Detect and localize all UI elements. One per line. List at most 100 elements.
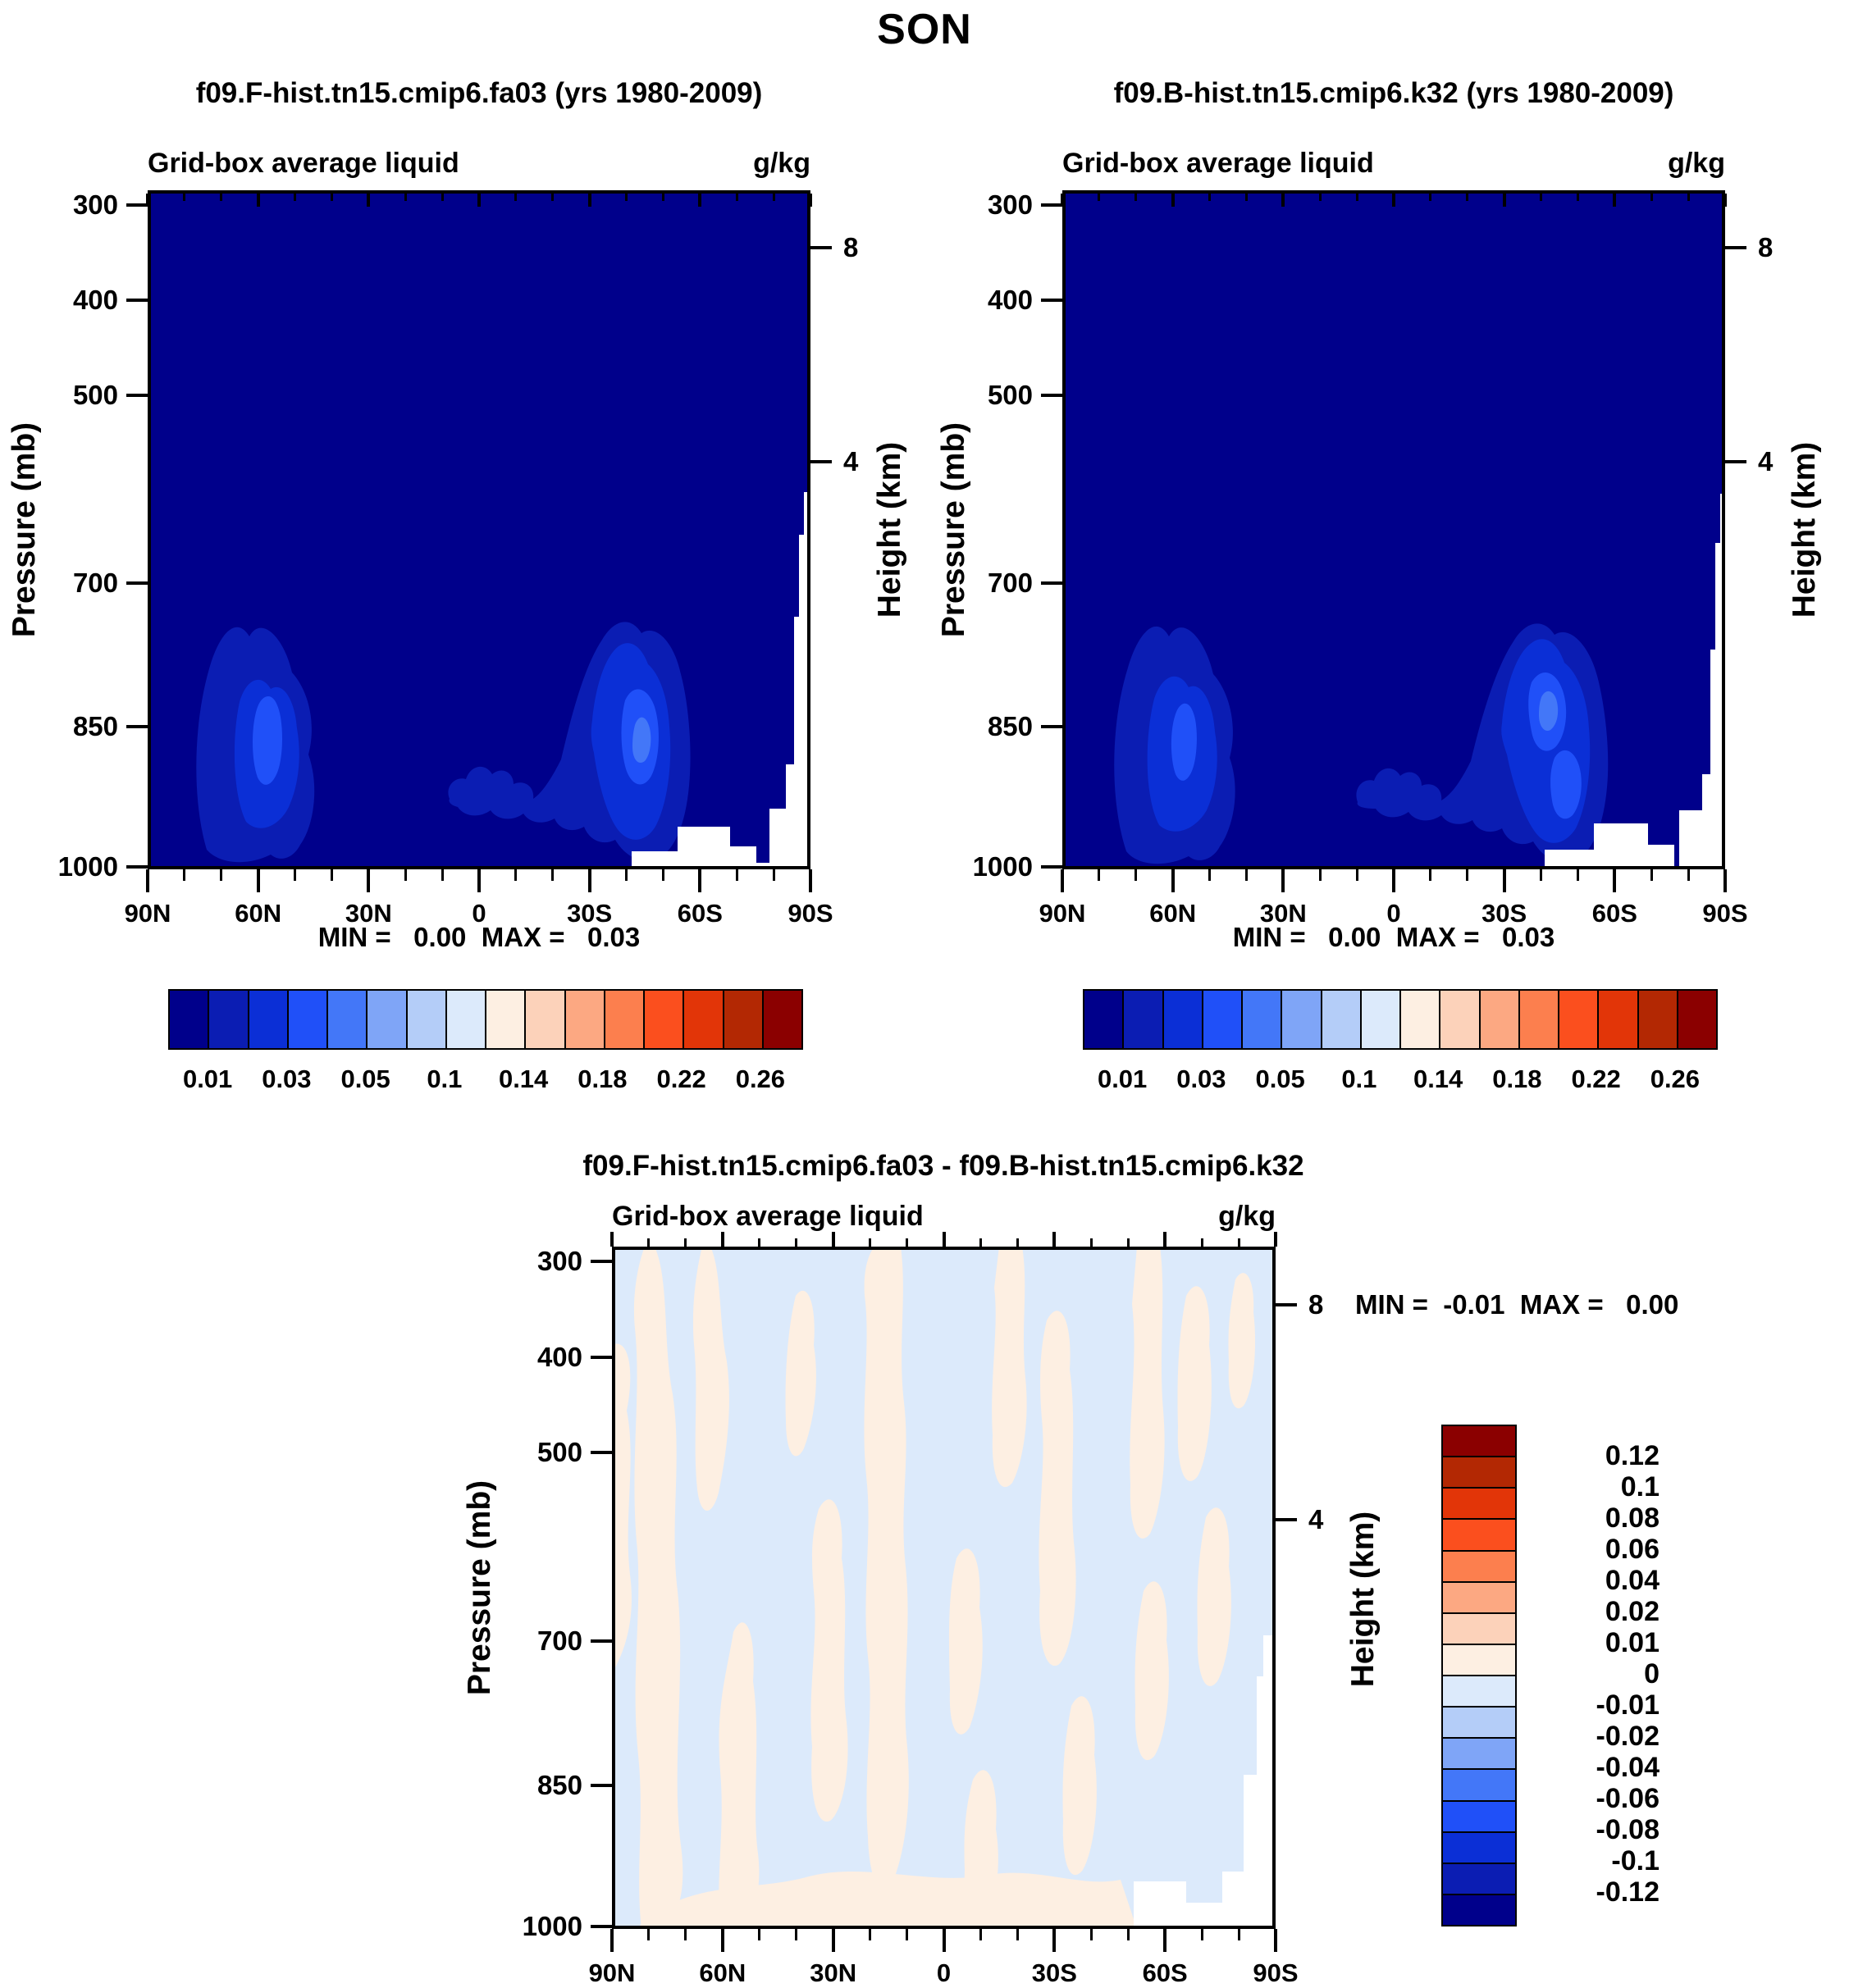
colorbar-tick-label: 0.1 — [1341, 1065, 1377, 1093]
pressure-tick — [591, 1355, 612, 1359]
pressure-tick — [591, 1784, 612, 1788]
latitude-tick — [367, 869, 371, 892]
latitude-top-minor-tick — [906, 1238, 909, 1247]
colorbar-tick-label: 0.04 — [1605, 1565, 1660, 1596]
pressure-tick — [591, 1260, 612, 1264]
colorbar-cell — [1399, 991, 1440, 1048]
colorbar-cell — [1443, 1893, 1515, 1925]
pressure-tick-label: 400 — [987, 285, 1033, 316]
height-axis-label: Height (km) — [1345, 1511, 1381, 1688]
latitude-tick — [1502, 869, 1506, 892]
colorbar-cell — [643, 991, 683, 1048]
units-label: g/kg — [753, 148, 810, 179]
latitude-tick — [610, 1929, 614, 1952]
latitude-minor-tick — [294, 869, 297, 881]
pressure-tick-label: 850 — [536, 1770, 582, 1801]
panel-left-subtitle: Grid-box average liquid g/kg — [148, 148, 810, 180]
colorbar-tick-label: 0.1 — [1620, 1471, 1660, 1502]
colorbar-tick-label: 0.01 — [1605, 1627, 1660, 1658]
latitude-minor-tick — [404, 869, 407, 881]
antarctic-terrain-mask — [632, 492, 810, 869]
colorbar-cell — [1084, 991, 1123, 1048]
latitude-tick — [942, 1929, 946, 1952]
colorbar-cell — [170, 991, 208, 1048]
latitude-minor-tick — [220, 869, 223, 881]
latitude-tick-label: 30S — [1031, 1958, 1077, 1987]
latitude-minor-tick — [625, 869, 628, 881]
height-tick — [810, 460, 832, 464]
pressure-tick — [1041, 299, 1062, 303]
height-axis-label: Height (km) — [872, 441, 907, 618]
colorbar-cell — [1443, 1487, 1515, 1519]
height-tick — [810, 246, 832, 250]
pressure-tick-label: 300 — [72, 189, 118, 221]
latitude-minor-tick — [1540, 869, 1543, 881]
units-label: g/kg — [1668, 148, 1725, 179]
colorbar-tick-label: 0.26 — [1650, 1065, 1701, 1093]
latitude-tick-label: 60N — [699, 1958, 746, 1987]
antarctic-terrain-mask — [1134, 1635, 1276, 1929]
colorbar-tick-label: -0.06 — [1596, 1783, 1660, 1814]
pressure-tick — [126, 581, 148, 585]
colorbar-cell — [722, 991, 762, 1048]
colorbar-cell — [1443, 1518, 1515, 1550]
latitude-minor-tick — [1576, 869, 1579, 881]
contour-plot-right — [1062, 190, 1725, 869]
field-label: Grid-box average liquid — [148, 148, 459, 179]
colorbar-tick-label: -0.12 — [1596, 1876, 1660, 1908]
colorbar-cell — [445, 991, 485, 1048]
latitude-tick — [1613, 869, 1617, 892]
colorbar-cell — [524, 991, 564, 1048]
latitude-minor-tick — [684, 1929, 687, 1940]
latitude-minor-tick — [551, 869, 555, 881]
colorbar-cell — [1443, 1675, 1515, 1707]
colorbar-cell — [1443, 1737, 1515, 1769]
pressure-tick — [126, 864, 148, 869]
latitude-minor-tick — [1429, 869, 1432, 881]
latitude-minor-tick — [1355, 869, 1358, 881]
latitude-minor-tick — [330, 869, 333, 881]
latitude-tick — [587, 869, 591, 892]
latitude-minor-tick — [1237, 1929, 1240, 1940]
pressure-tick-label: 300 — [536, 1246, 582, 1277]
latitude-tick — [1052, 1929, 1057, 1952]
colorbar-cell — [1443, 1426, 1515, 1457]
pressure-tick — [126, 299, 148, 303]
contour-nh-level4 — [253, 695, 282, 785]
colorbar-cell — [1558, 991, 1598, 1048]
latitude-minor-tick — [1244, 869, 1248, 881]
latitude-minor-tick — [795, 1929, 798, 1940]
units-label: g/kg — [1218, 1201, 1276, 1232]
colorbar-cell — [1439, 991, 1479, 1048]
colorbar-cell — [1597, 991, 1637, 1048]
latitude-minor-tick — [1208, 869, 1212, 881]
latitude-minor-tick — [1200, 1929, 1203, 1940]
latitude-minor-tick — [1135, 869, 1138, 881]
colorbar-tick-label: 0.01 — [182, 1065, 233, 1093]
latitude-minor-tick — [1318, 869, 1322, 881]
colorbar-horizontal — [168, 989, 803, 1050]
latitude-tick — [1392, 869, 1395, 892]
latitude-tick — [146, 869, 149, 892]
contour-plot-left — [148, 190, 810, 869]
pressure-tick — [591, 1639, 612, 1643]
colorbar-cell — [485, 991, 525, 1048]
pressure-tick — [126, 394, 148, 398]
colorbar-tick-label: 0.18 — [578, 1065, 628, 1093]
pressure-axis-label: Pressure (mb) — [7, 422, 42, 638]
colorbar-cell — [208, 991, 248, 1048]
latitude-top-minor-tick — [869, 1238, 872, 1247]
colorbar-tick-label: 0.14 — [1413, 1065, 1463, 1093]
latitude-top-minor-tick — [684, 1238, 687, 1247]
contour-sh-level4b — [1550, 750, 1582, 819]
colorbar-cell — [326, 991, 367, 1048]
colorbar-tick-label: -0.04 — [1596, 1752, 1660, 1783]
colorbar-tick-label: 0.03 — [1176, 1065, 1226, 1093]
colorbar-cell — [603, 991, 643, 1048]
latitude-top-minor-tick — [647, 1238, 651, 1247]
colorbar-cell — [1443, 1831, 1515, 1863]
pressure-tick — [126, 725, 148, 729]
latitude-minor-tick — [1016, 1929, 1019, 1940]
colorbar-tick-label: 0.12 — [1605, 1440, 1660, 1471]
latitude-tick — [1171, 869, 1175, 892]
